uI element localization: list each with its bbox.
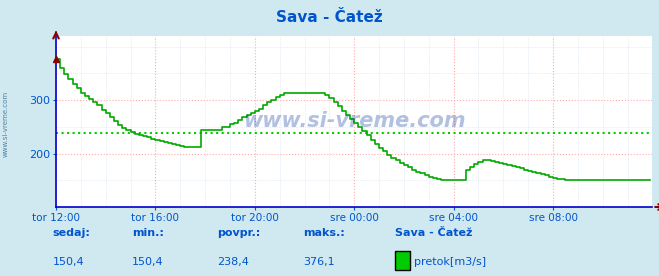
Text: maks.:: maks.: [303, 228, 345, 238]
Text: min.:: min.: [132, 228, 163, 238]
Text: 376,1: 376,1 [303, 257, 335, 267]
Text: www.si-vreme.com: www.si-vreme.com [243, 112, 465, 131]
Text: povpr.:: povpr.: [217, 228, 261, 238]
Text: Sava - Čatež: Sava - Čatež [395, 228, 473, 238]
Text: 150,4: 150,4 [132, 257, 163, 267]
Text: Sava - Čatež: Sava - Čatež [276, 10, 383, 25]
Text: 238,4: 238,4 [217, 257, 249, 267]
Text: sedaj:: sedaj: [53, 228, 90, 238]
Text: 150,4: 150,4 [53, 257, 84, 267]
Text: www.si-vreme.com: www.si-vreme.com [2, 91, 9, 157]
Text: pretok[m3/s]: pretok[m3/s] [414, 257, 486, 267]
